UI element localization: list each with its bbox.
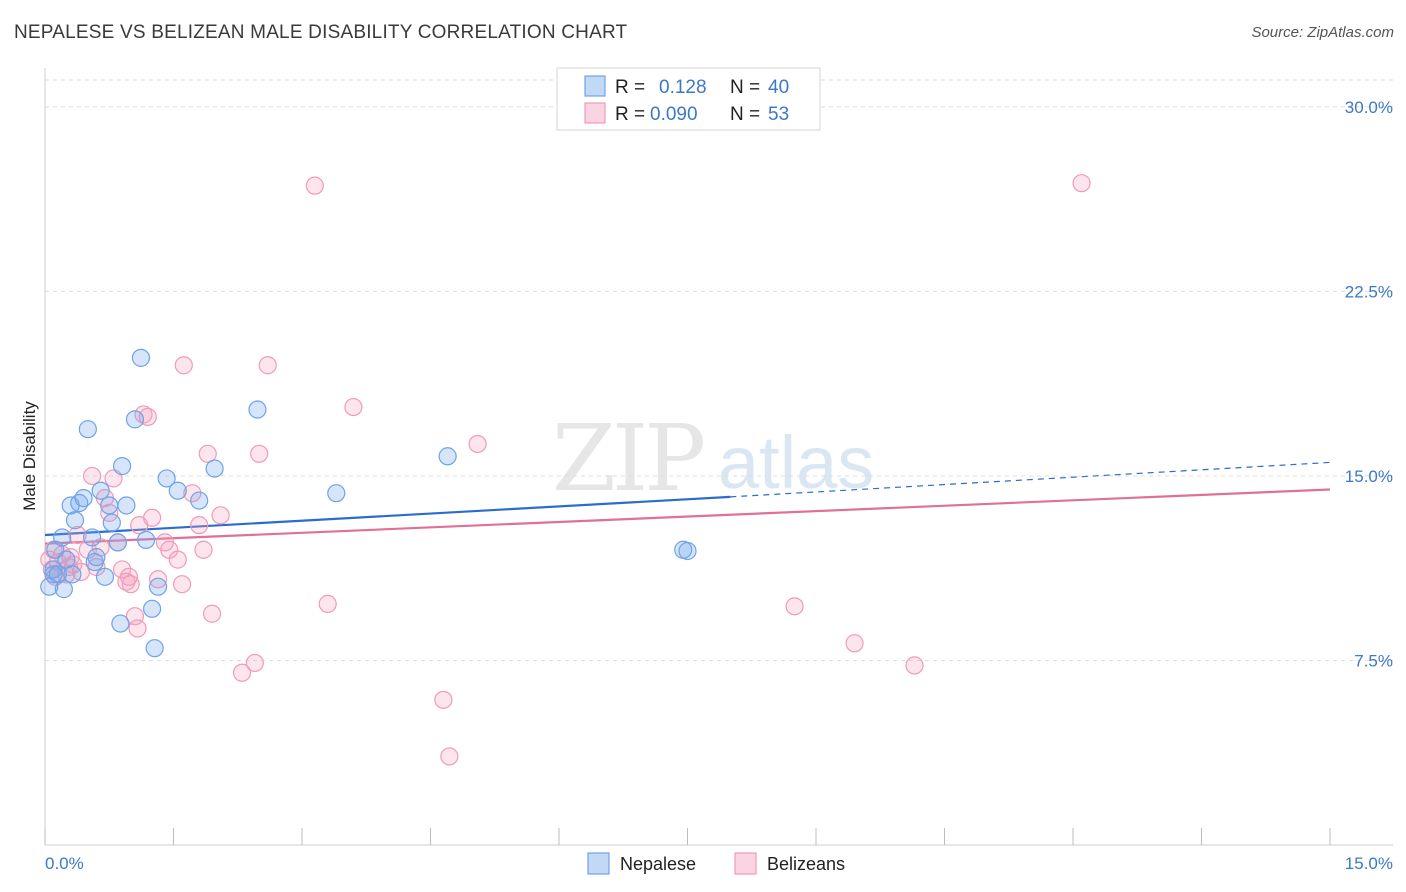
point-nepalese <box>678 541 697 561</box>
point-nepalese <box>95 567 115 586</box>
point-belizean <box>318 594 337 613</box>
legend-n-value-1: 40 <box>768 77 789 98</box>
trend-line-nepalese <box>44 495 731 537</box>
point-belizean <box>232 663 252 682</box>
point-nepalese <box>327 484 346 503</box>
point-nepalese <box>83 528 102 547</box>
bottom-legend: Nepalese Belizeans <box>587 852 845 875</box>
y-tick-label: 7.5% <box>1354 651 1393 670</box>
point-nepalese <box>100 496 119 515</box>
point-belizean <box>245 653 264 673</box>
x-tick-label: 0.0% <box>45 854 84 873</box>
point-nepalese <box>74 488 93 508</box>
point-nepalese <box>111 614 130 633</box>
watermark-atlas: atlas <box>718 421 874 504</box>
point-nepalese <box>117 496 136 515</box>
grid <box>45 79 1393 661</box>
axes <box>44 68 1393 846</box>
trend-line-nepalese-projection <box>730 461 1331 498</box>
point-nepalese <box>78 420 97 439</box>
bottom-legend-swatch-nepalese <box>587 852 610 875</box>
point-belizean <box>168 550 187 569</box>
y-tick-label: 22.5% <box>1345 282 1393 301</box>
point-nepalese <box>112 457 132 476</box>
point-nepalese <box>108 533 127 552</box>
point-belizean <box>258 356 277 375</box>
point-nepalese <box>142 599 162 618</box>
point-belizean <box>128 619 147 638</box>
legend-n-label-1: N = <box>730 77 760 98</box>
point-nepalese <box>102 513 121 532</box>
point-belizean <box>83 466 102 486</box>
point-belizean <box>142 508 162 527</box>
legend-swatch-nepalese <box>584 75 606 97</box>
point-nepalese <box>438 447 457 466</box>
point-belizean <box>434 690 453 709</box>
legend-r-value-2: 0.090 <box>650 104 698 125</box>
point-belizean <box>172 575 192 594</box>
point-nepalese <box>190 491 209 510</box>
point-nepalese <box>54 580 73 599</box>
point-belizean <box>845 634 864 653</box>
point-belizean <box>119 567 139 586</box>
watermark: ZIP atlas <box>552 405 874 512</box>
point-belizean <box>250 444 269 463</box>
bottom-legend-nepalese: Nepalese <box>620 854 696 874</box>
bottom-legend-swatch-belizean <box>734 852 757 875</box>
point-nepalese <box>168 481 187 500</box>
point-belizean <box>440 747 459 766</box>
point-belizean <box>190 516 209 535</box>
point-belizean <box>68 525 87 545</box>
y-tick-label: 30.0% <box>1345 98 1393 117</box>
point-nepalese <box>65 511 85 530</box>
point-belizean <box>174 356 193 375</box>
point-belizean <box>211 506 230 525</box>
point-nepalese <box>87 548 106 567</box>
point-belizean <box>202 604 222 623</box>
chart-source: Source: ZipAtlas.com <box>1251 24 1394 41</box>
data-points <box>40 174 1091 766</box>
legend-n-label-2: N = <box>730 104 760 125</box>
legend-box: R = 0.128 N = 40 R = 0.090 N = 53 <box>556 67 821 131</box>
point-nepalese <box>131 348 151 367</box>
trend-lines <box>44 461 1331 545</box>
legend-r-label-1: R = <box>615 77 645 98</box>
legend-r-value-1: 0.128 <box>659 77 707 98</box>
point-nepalese <box>148 577 168 596</box>
point-nepalese <box>145 639 164 658</box>
trend-line-belizean <box>44 488 1331 545</box>
point-nepalese <box>63 565 82 584</box>
point-belizean <box>121 575 140 594</box>
legend-swatch-belizean <box>584 102 606 124</box>
point-belizean <box>183 484 202 503</box>
point-belizean <box>194 540 213 559</box>
watermark-zip: ZIP <box>552 405 703 512</box>
point-nepalese <box>205 459 224 478</box>
point-belizean <box>198 444 217 463</box>
point-nepalese <box>248 400 267 419</box>
point-nepalese <box>91 481 110 500</box>
point-nepalese <box>44 565 63 584</box>
point-nepalese <box>157 469 176 488</box>
y-tick-label: 15.0% <box>1345 467 1393 486</box>
point-belizean <box>785 597 804 616</box>
point-nepalese <box>125 410 145 429</box>
point-belizean <box>905 656 924 675</box>
legend-n-value-2: 53 <box>768 104 789 125</box>
point-belizean <box>1072 174 1091 193</box>
y-axis-title: Male Disability <box>20 401 39 511</box>
point-belizean <box>104 469 123 488</box>
point-belizean <box>468 434 487 454</box>
point-belizean <box>148 570 168 589</box>
point-nepalese <box>136 530 156 550</box>
tick-labels: 7.5% 15.0% 22.5% 30.0% 0.0% 15.0% <box>45 98 1393 873</box>
point-nepalese <box>53 528 72 547</box>
x-tick-label: 15.0% <box>1345 854 1393 873</box>
point-belizean <box>344 397 363 417</box>
legend-r-label-2: R = <box>615 104 645 125</box>
point-belizean <box>305 176 324 195</box>
bottom-legend-belizeans: Belizeans <box>767 854 845 874</box>
chart-title: NEPALESE VS BELIZEAN MALE DISABILITY COR… <box>14 22 628 43</box>
